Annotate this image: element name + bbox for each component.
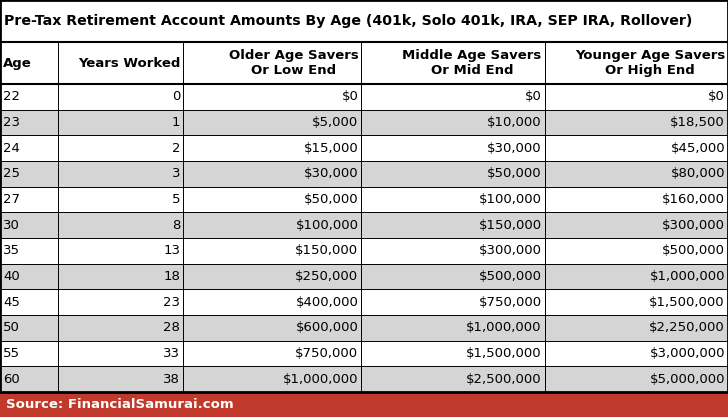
Bar	[0, 212, 728, 238]
Bar	[0, 264, 728, 289]
Text: $400,000: $400,000	[296, 296, 358, 309]
Text: $0: $0	[525, 90, 542, 103]
Text: $1,000,000: $1,000,000	[466, 322, 542, 334]
Bar	[0, 238, 728, 264]
Bar	[0, 341, 728, 366]
Text: $18,500: $18,500	[670, 116, 725, 129]
Text: 3: 3	[172, 167, 181, 180]
Text: $600,000: $600,000	[296, 322, 358, 334]
Text: 60: 60	[3, 373, 20, 386]
Text: $2,250,000: $2,250,000	[649, 322, 725, 334]
Text: $1,000,000: $1,000,000	[283, 373, 358, 386]
Text: 45: 45	[3, 296, 20, 309]
Text: 25: 25	[3, 167, 20, 180]
Text: Younger Age Savers
Or High End: Younger Age Savers Or High End	[574, 49, 725, 77]
Text: $3,000,000: $3,000,000	[649, 347, 725, 360]
Text: $30,000: $30,000	[304, 167, 358, 180]
Text: $750,000: $750,000	[296, 347, 358, 360]
Text: $30,000: $30,000	[487, 142, 542, 155]
Text: $2,500,000: $2,500,000	[466, 373, 542, 386]
Text: $500,000: $500,000	[662, 244, 725, 257]
Text: $150,000: $150,000	[478, 219, 542, 232]
Text: 23: 23	[3, 116, 20, 129]
Text: Middle Age Savers
Or Mid End: Middle Age Savers Or Mid End	[403, 49, 542, 77]
Text: $1,500,000: $1,500,000	[649, 296, 725, 309]
Text: $10,000: $10,000	[487, 116, 542, 129]
Text: $300,000: $300,000	[479, 244, 542, 257]
Text: 40: 40	[3, 270, 20, 283]
Text: $750,000: $750,000	[478, 296, 542, 309]
Text: Pre-Tax Retirement Account Amounts By Age (401k, Solo 401k, IRA, SEP IRA, Rollov: Pre-Tax Retirement Account Amounts By Ag…	[4, 14, 692, 28]
Bar	[0, 110, 728, 136]
Text: 27: 27	[3, 193, 20, 206]
Text: $500,000: $500,000	[479, 270, 542, 283]
Text: 38: 38	[163, 373, 181, 386]
Bar	[0, 392, 728, 417]
Text: $0: $0	[708, 90, 725, 103]
Text: Older Age Savers
Or Low End: Older Age Savers Or Low End	[229, 49, 358, 77]
Text: 1: 1	[172, 116, 181, 129]
Text: 30: 30	[3, 219, 20, 232]
Text: 50: 50	[3, 322, 20, 334]
Text: $50,000: $50,000	[487, 167, 542, 180]
Bar	[0, 0, 728, 42]
Bar	[0, 187, 728, 212]
Bar	[0, 289, 728, 315]
Text: 22: 22	[3, 90, 20, 103]
Text: $45,000: $45,000	[670, 142, 725, 155]
Text: $100,000: $100,000	[296, 219, 358, 232]
Text: Source: FinancialSamurai.com: Source: FinancialSamurai.com	[6, 398, 234, 411]
Text: 28: 28	[163, 322, 181, 334]
Text: $50,000: $50,000	[304, 193, 358, 206]
Text: Years Worked: Years Worked	[78, 56, 181, 70]
Text: $5,000: $5,000	[312, 116, 358, 129]
Text: 0: 0	[172, 90, 181, 103]
Text: $1,000,000: $1,000,000	[649, 270, 725, 283]
Bar	[0, 161, 728, 187]
Bar	[0, 315, 728, 341]
Bar	[0, 366, 728, 392]
Text: $100,000: $100,000	[479, 193, 542, 206]
Text: $5,000,000: $5,000,000	[649, 373, 725, 386]
Bar	[0, 42, 728, 84]
Bar	[0, 136, 728, 161]
Text: $15,000: $15,000	[304, 142, 358, 155]
Text: $300,000: $300,000	[662, 219, 725, 232]
Text: 13: 13	[163, 244, 181, 257]
Text: Age: Age	[3, 56, 32, 70]
Text: $80,000: $80,000	[670, 167, 725, 180]
Text: $0: $0	[341, 90, 358, 103]
Text: 24: 24	[3, 142, 20, 155]
Text: $160,000: $160,000	[662, 193, 725, 206]
Text: $150,000: $150,000	[296, 244, 358, 257]
Text: 55: 55	[3, 347, 20, 360]
Text: 23: 23	[163, 296, 181, 309]
Text: 5: 5	[172, 193, 181, 206]
Text: 35: 35	[3, 244, 20, 257]
Text: $250,000: $250,000	[296, 270, 358, 283]
Bar	[0, 84, 728, 110]
Text: $1,500,000: $1,500,000	[466, 347, 542, 360]
Text: 18: 18	[163, 270, 181, 283]
Text: 8: 8	[172, 219, 181, 232]
Text: 33: 33	[163, 347, 181, 360]
Text: 2: 2	[172, 142, 181, 155]
